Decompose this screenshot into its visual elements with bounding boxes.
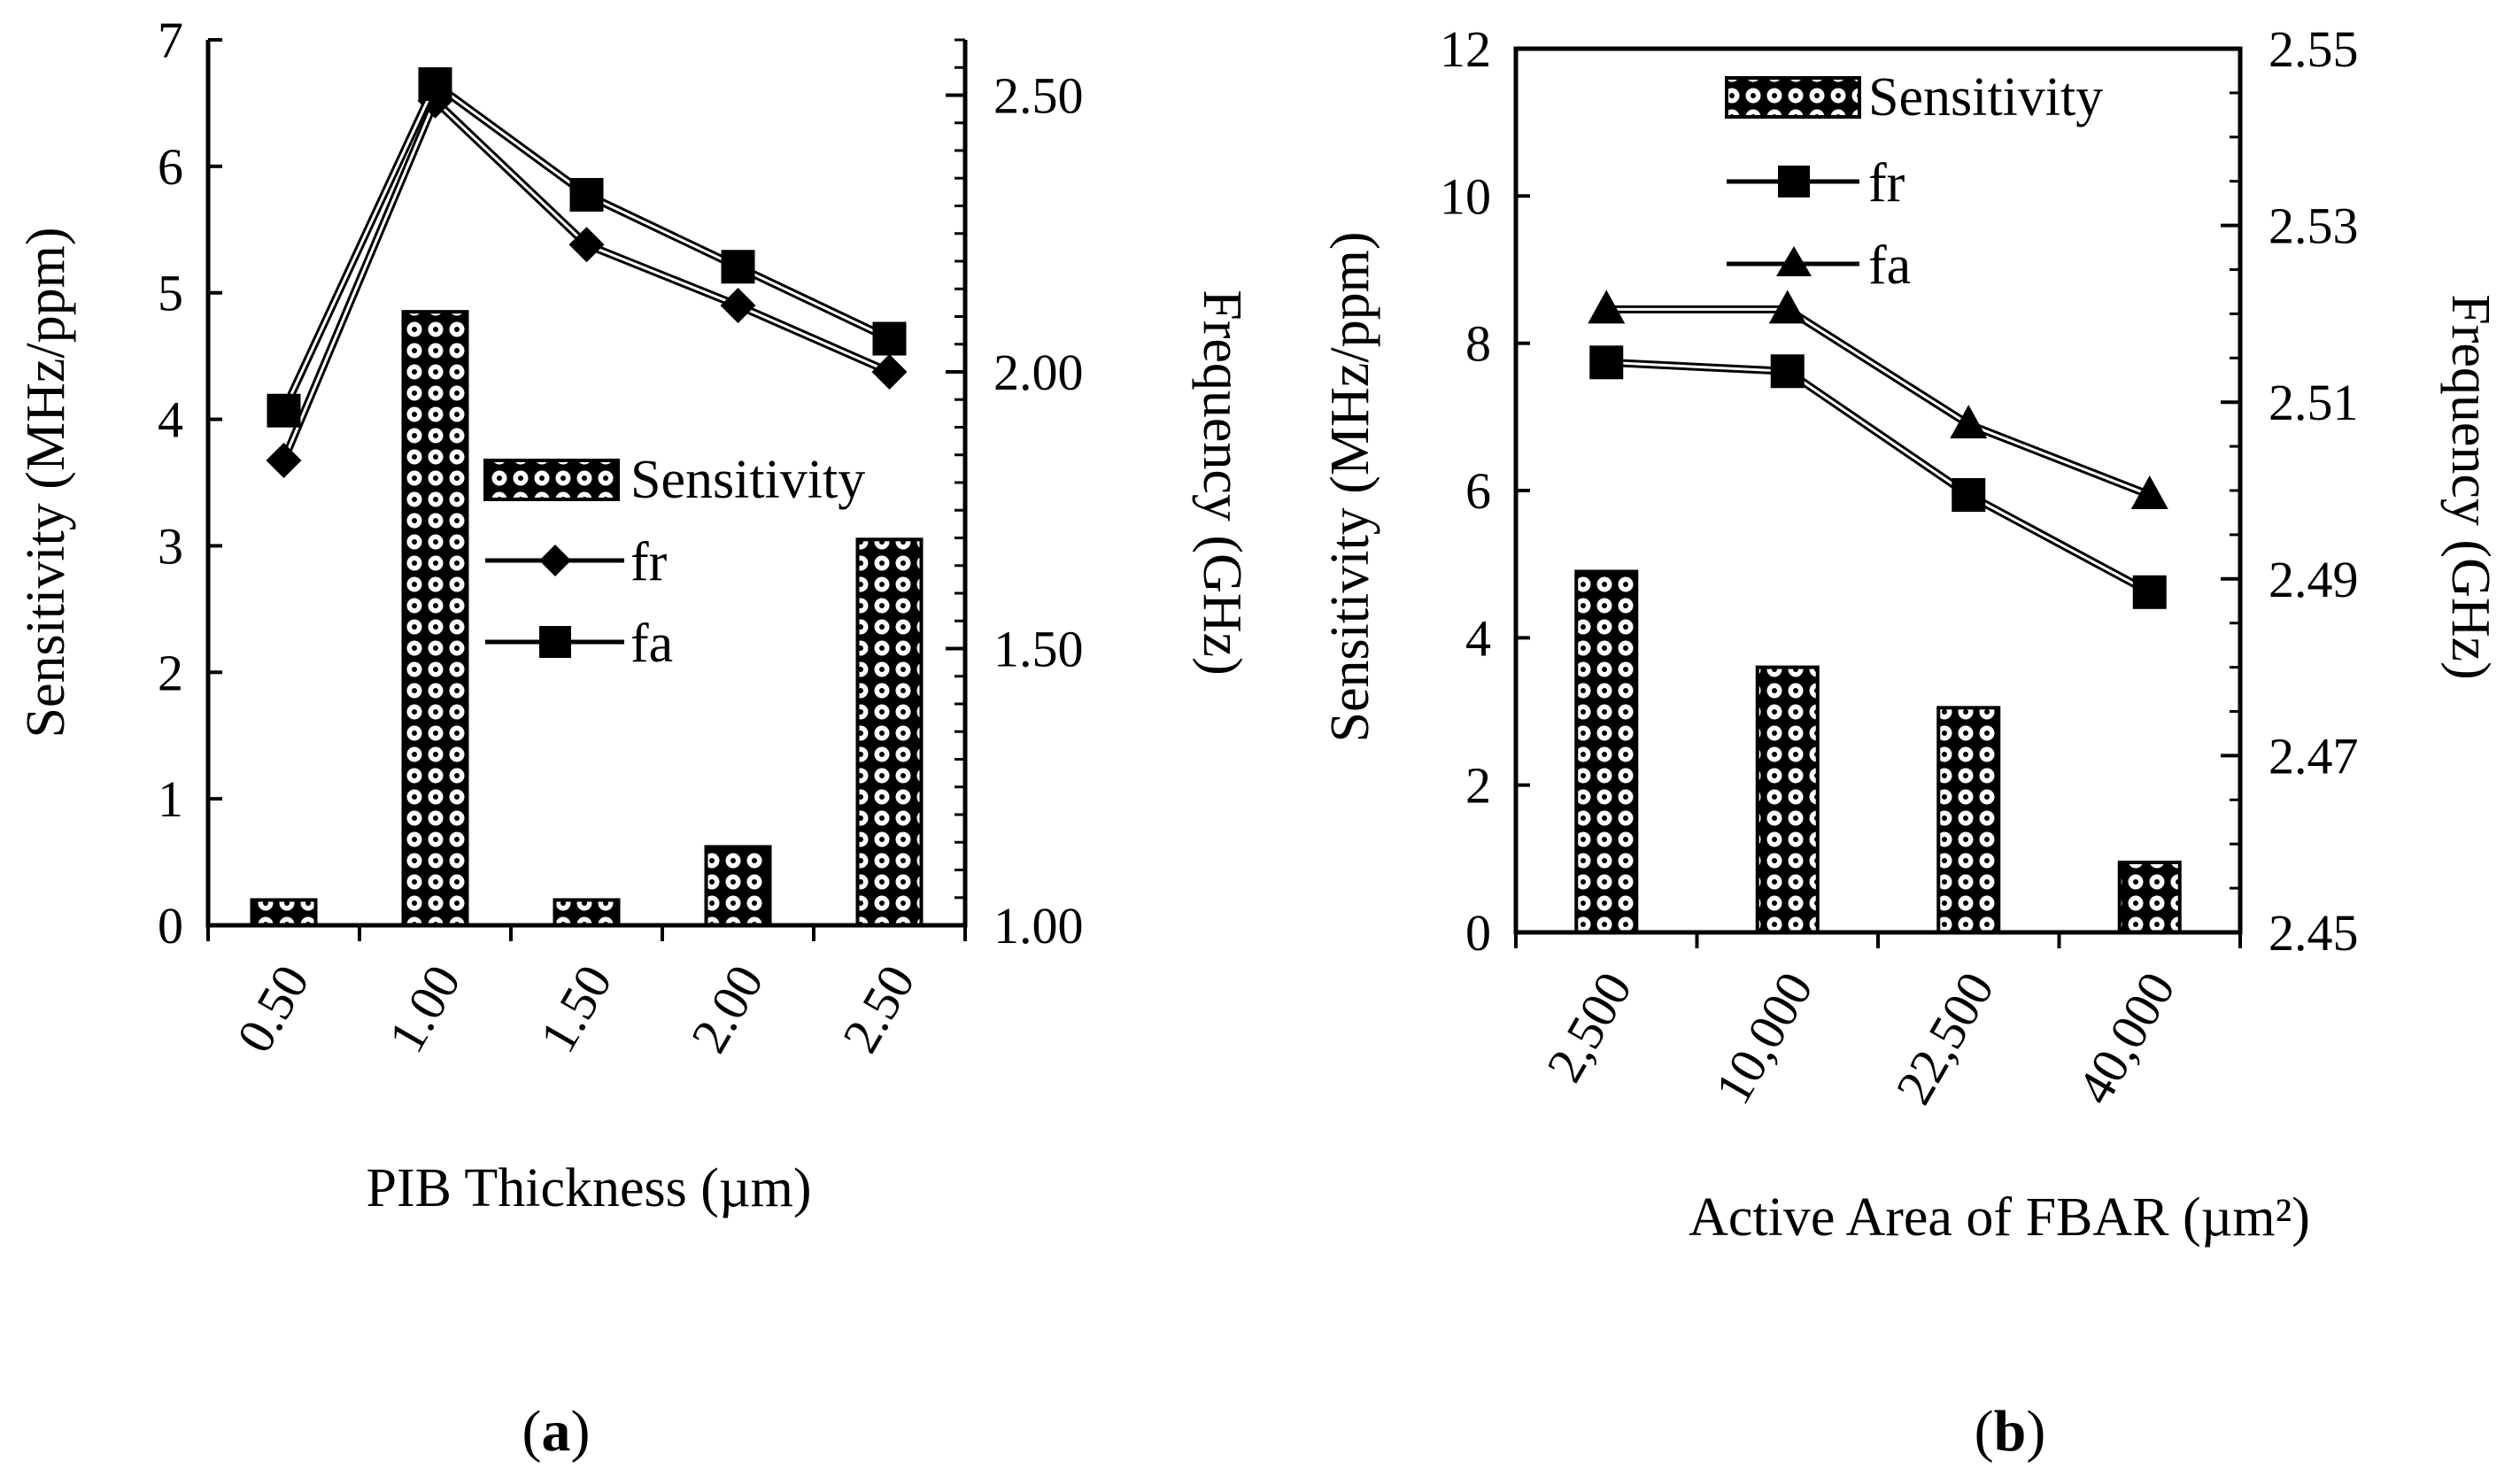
panel-b-legend-marker-fa: [1776, 246, 1812, 276]
panel-a-label: (a): [522, 1399, 591, 1464]
panel-b-x-tick-label: 22,500: [1884, 962, 2005, 1114]
panel-a-x-tick-label: 0.50: [226, 955, 321, 1062]
panel-a-x-axis-title: PIB Thickness (µm): [367, 1158, 812, 1218]
panel-b-x-tick-label: 10,000: [1704, 962, 1824, 1114]
panel-a-y-tick-label: 5: [158, 265, 183, 322]
panel-a-fa-point-1: [267, 393, 301, 428]
panel-a-legend-marker-fa: [539, 626, 571, 658]
panel-b-fr-point-3: [1952, 477, 1986, 512]
panel-a-x-tick-label: 2.00: [680, 955, 775, 1062]
panel-b-fa-point-1: [1588, 290, 1626, 324]
panel-a-line-fr: [280, 93, 892, 462]
panel-b-y2-tick-label: 2.51: [2269, 374, 2359, 431]
panel-b-legend-label-fr: fr: [1868, 153, 1905, 213]
panel-a-y2-tick-label: 1.00: [993, 897, 1084, 955]
panel-a-legend-swatch-sensitivity: [483, 459, 620, 501]
panel-b-x-tick-label: 2,500: [1535, 962, 1643, 1092]
panel-b-y-tick-label: 6: [1465, 462, 1491, 520]
panel-b-y-tick-label: 2: [1465, 757, 1491, 815]
panel-b-x-axis-title: Active Area of FBAR (µm²): [1689, 1187, 2310, 1248]
panel-a-fr-point-3: [568, 227, 605, 263]
panel-b-bar-2: [1755, 665, 1820, 934]
panel-b-fa-point-2: [1768, 290, 1806, 324]
panel-b-legend-marker-fr: [1778, 166, 1810, 197]
chart-panel-b: 0 2 4 6 8 10 12 2.45 2.47 2.49 2.51 2.53 2.55 2,500 10…: [1320, 20, 2500, 1464]
panel-a-y-tick-label: 3: [158, 517, 183, 575]
chart-panel-a: 0 1 2 3 4 5 6 7 1.00 1.50 2.00 2.50 0.50 1.00 1.50 2.00…: [16, 12, 1252, 1464]
panel-a-legend-label-fr: fr: [630, 532, 668, 592]
panel-b-legend-label-fa: fa: [1868, 236, 1911, 296]
panel-b-y2-tick-label: 2.53: [2269, 197, 2359, 255]
panel-b-label: (b): [1975, 1399, 2046, 1464]
panel-b-line-fa: [1606, 305, 2152, 499]
panel-b-y-tick-label: 0: [1465, 904, 1491, 962]
panel-a-legend-label-fa: fa: [630, 614, 673, 674]
panel-a-bar-4: [704, 845, 772, 928]
panel-a-fa-point-4: [721, 250, 755, 284]
panel-b-y-tick-label: 4: [1465, 609, 1491, 667]
panel-b-y2-tick-label: 2.45: [2269, 904, 2359, 962]
panel-a-legend-marker-fr: [539, 545, 571, 576]
panel-a-y-axis-title: Sensitivity (MHz/ppm): [16, 228, 76, 738]
panel-b-y-axis-title: Sensitivity (MHz/ppm): [1320, 232, 1380, 743]
panel-a-y-tick-label: 4: [158, 391, 183, 449]
panel-b-y2-tick-label: 2.55: [2269, 20, 2359, 78]
panel-a-legend: Sensitivity fr fa: [483, 450, 865, 674]
panel-a-x-tick-label: 2.50: [831, 955, 926, 1062]
panel-a-fa-point-2: [418, 67, 452, 101]
panel-a-y2-tick-label: 2.00: [993, 344, 1084, 401]
panel-a-bar-3: [553, 898, 621, 928]
panel-b-bar-3: [1936, 706, 2001, 935]
panel-b-x-tick-label: 40,000: [2066, 962, 2186, 1114]
panel-b-plot-area: 0 2 4 6 8 10 12 2.45 2.47 2.49 2.51 2.53 2.55 2,500 10…: [1440, 20, 2359, 1114]
panel-b-y-tick-label: 12: [1440, 20, 1491, 78]
panel-b-legend-label-sensitivity: Sensitivity: [1868, 67, 2103, 128]
panel-a-bar-2: [401, 310, 469, 927]
panel-a-gridless-plot-area: 0 1 2 3 4 5 6 7 1.00 1.50 2.00 2.50 0.50 1.00 1.50 2.00…: [158, 12, 1084, 1062]
panel-b-label-letter: b: [1994, 1399, 2027, 1464]
panel-a-y-tick-label: 7: [158, 12, 183, 69]
panel-a-bar-1: [250, 898, 318, 928]
panel-b-y2-tick-label: 2.49: [2269, 551, 2359, 608]
panel-a-y2-tick-label: 1.50: [993, 621, 1084, 678]
panel-b-y-tick-label: 8: [1465, 315, 1491, 373]
panel-b-fa-point-3: [1950, 405, 1988, 439]
panel-a-fa-point-5: [872, 321, 907, 356]
panel-b-line-fa-inner: [1606, 307, 2151, 497]
panel-a-legend-label-sensitivity: Sensitivity: [630, 450, 865, 510]
panel-a-line-fr-inner: [282, 98, 891, 461]
panel-b-y2-tick-label: 2.47: [2269, 727, 2359, 785]
panel-b-fr-point-4: [2132, 575, 2167, 609]
panel-a-y-tick-label: 6: [158, 138, 183, 196]
panel-a-fr-point-5: [871, 354, 908, 390]
panel-b-legend-swatch-sensitivity: [1725, 76, 1861, 119]
panel-a-x-tick-label: 1.00: [377, 955, 472, 1062]
panel-b-line-fr: [1606, 358, 2152, 596]
panel-b-plot-frame: [1513, 46, 2243, 935]
panel-a-fr-point-4: [720, 288, 756, 323]
panel-a-x-tick-label: 1.50: [529, 955, 623, 1062]
panel-b-y2-axis-title: Frequency (GHz): [2440, 294, 2500, 680]
panel-b-fr-point-2: [1770, 354, 1805, 389]
panel-b-fr-point-1: [1589, 345, 1624, 380]
panel-b-y-tick-label: 10: [1440, 167, 1491, 225]
panel-a-y2-tick-label: 2.50: [993, 67, 1084, 125]
panel-a-fa-point-3: [569, 178, 604, 212]
panel-a-y-tick-label: 1: [158, 770, 183, 828]
panel-a-plot-frame: [205, 40, 968, 928]
panel-a-y-tick-label: 2: [158, 644, 183, 701]
panel-a-bar-5: [855, 537, 924, 927]
panel-b-bar-4: [2117, 860, 2182, 934]
panel-b-bar-1: [1574, 569, 1639, 934]
panel-b-line-fr-inner: [1606, 360, 2151, 594]
panel-a-fr-point-1: [266, 443, 302, 478]
panel-a-y-tick-label: 0: [158, 897, 183, 955]
panel-a-label-letter: a: [542, 1399, 571, 1464]
panel-b-fa-point-4: [2130, 475, 2168, 509]
panel-a-y2-axis-title: Frequency (GHz): [1192, 290, 1252, 676]
panel-b-legend: Sensitivity fr fa: [1725, 67, 2103, 296]
